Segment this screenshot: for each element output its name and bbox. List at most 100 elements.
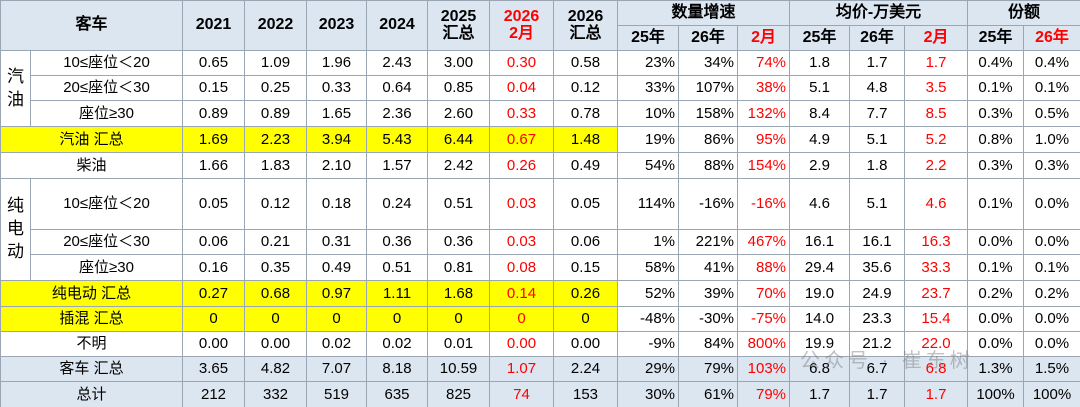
cell: -30% (678, 306, 739, 332)
table-row: 插混 汇总 0 0 0 0 0 0 0 -48% -30% -75% 14.0 23.3 15.4 0.0%… (0, 306, 1080, 332)
cell: 33.3 (904, 254, 969, 281)
cell: 0.03 (489, 178, 555, 230)
row-label: 20≤座位＜30 (29, 75, 184, 101)
cell: 0.1% (967, 75, 1025, 101)
cell: 0.02 (306, 331, 368, 357)
cell: -16% (737, 178, 791, 230)
table-row: 纯电动 汇总 0.27 0.68 0.97 1.11 1.68 0.14 0.26 52% 39%… (0, 280, 1080, 307)
cell: 1.96 (306, 50, 368, 76)
column-header: 2024 (366, 0, 429, 51)
cell: 0.0% (1023, 306, 1080, 332)
cell: 1.83 (244, 152, 308, 179)
column-header: 2025 汇总 (427, 0, 491, 51)
cell: 74% (737, 50, 791, 76)
cell: 1.09 (244, 50, 308, 76)
cell: 0.00 (244, 331, 308, 357)
cell: 7.07 (306, 356, 368, 382)
cell: 5.1 (849, 126, 906, 153)
cell: 0.5% (1023, 100, 1080, 127)
cell: 84% (678, 331, 739, 357)
cell: 29% (617, 356, 680, 382)
cell: 0.06 (553, 229, 619, 255)
header-row: 25年 26年 2月 25年 26年 2月 25年 26年 (1, 25, 1080, 51)
cell: 22.0 (904, 331, 969, 357)
sub-header: 25年 (967, 25, 1025, 51)
cell: 1.7 (904, 381, 969, 407)
cell: 1.11 (366, 280, 429, 307)
cell: 0.4% (1023, 50, 1080, 76)
cell: 0.51 (366, 254, 429, 281)
row-label: 座位≥30 (29, 254, 184, 281)
cell: 212 (182, 381, 246, 407)
cell: 19.9 (789, 331, 851, 357)
cell: 16.1 (849, 229, 906, 255)
cell: 1.7 (849, 50, 906, 76)
cell: 38% (737, 75, 791, 101)
cell: 5.1 (849, 178, 906, 230)
sub-header: 26年 (849, 25, 906, 51)
cell: 8.5 (904, 100, 969, 127)
cell: 158% (678, 100, 739, 127)
sub-header: 26年 (678, 25, 739, 51)
cell: 0.15 (553, 254, 619, 281)
row-label: 柴油 (0, 152, 184, 179)
cell: 0.3% (1023, 152, 1080, 179)
cell: 88% (737, 254, 791, 281)
cell: 132% (737, 100, 791, 127)
cell: 0.01 (427, 331, 491, 357)
cell: 2.10 (306, 152, 368, 179)
cell: 0.36 (427, 229, 491, 255)
cell: 23.3 (849, 306, 906, 332)
cell: 0.05 (553, 178, 619, 230)
cell: 5.2 (904, 126, 969, 153)
cell: 6.8 (789, 356, 851, 382)
cell: 2.2 (904, 152, 969, 179)
cell: 0.35 (244, 254, 308, 281)
cell: 0.27 (182, 280, 246, 307)
column-header: 2026 2月 (489, 0, 555, 51)
cell: 70% (737, 280, 791, 307)
cell: 0.67 (489, 126, 555, 153)
table-row: 座位≥30 0.89 0.89 1.65 2.36 2.60 0.33 0.78 10% 158%… (1, 100, 1080, 127)
cell: 0.78 (553, 100, 619, 127)
cell: 3.94 (306, 126, 368, 153)
cell: 3.5 (904, 75, 969, 101)
cell: 0.51 (427, 178, 491, 230)
table-row: 20≤座位＜30 0.06 0.21 0.31 0.36 0.36 0.03 0.06 1% 22… (1, 229, 1080, 255)
cell: 14.0 (789, 306, 851, 332)
cell: 39% (678, 280, 739, 307)
cell: 1.07 (489, 356, 555, 382)
cell: 0.0% (967, 306, 1025, 332)
cell: 1.0% (1023, 126, 1080, 153)
cell: 0.00 (553, 331, 619, 357)
cell: 0.05 (182, 178, 246, 230)
cell: 19.0 (789, 280, 851, 307)
cell: 103% (737, 356, 791, 382)
cell: 2.9 (789, 152, 851, 179)
cell: 0.18 (306, 178, 368, 230)
cell: 154% (737, 152, 791, 179)
cell: 0 (244, 306, 308, 332)
cell: 1.68 (427, 280, 491, 307)
cell: 0.31 (306, 229, 368, 255)
cell: 0.06 (182, 229, 246, 255)
cell: 74 (489, 381, 555, 407)
cell: 0.97 (306, 280, 368, 307)
cell: 3.00 (427, 50, 491, 76)
cell: 1% (617, 229, 680, 255)
cell: 0.12 (244, 178, 308, 230)
cell: 100% (967, 381, 1025, 407)
cell: 34% (678, 50, 739, 76)
cell: 1.3% (967, 356, 1025, 382)
header-corner: 客车 (0, 0, 184, 51)
cell: 0.8% (967, 126, 1025, 153)
group-label: 纯 电 动 (0, 178, 31, 281)
cell: -48% (617, 306, 680, 332)
group-label: 汽 油 (0, 50, 31, 127)
cell: 10% (617, 100, 680, 127)
cell: 0.33 (489, 100, 555, 127)
cell: -75% (737, 306, 791, 332)
cell: 0.3% (967, 100, 1025, 127)
cell: 35.6 (849, 254, 906, 281)
